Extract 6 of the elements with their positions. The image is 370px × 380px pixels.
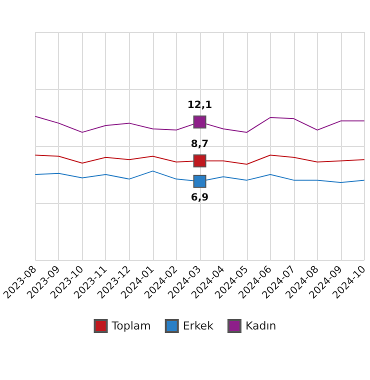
data-label: 12,1 — [187, 100, 212, 112]
legend-label: Toplam — [110, 320, 151, 332]
data-label: 8,7 — [190, 138, 209, 150]
legend-label: Kadın — [245, 320, 276, 332]
legend-label: Erkek — [182, 320, 214, 332]
data-label: 6,9 — [190, 192, 209, 204]
